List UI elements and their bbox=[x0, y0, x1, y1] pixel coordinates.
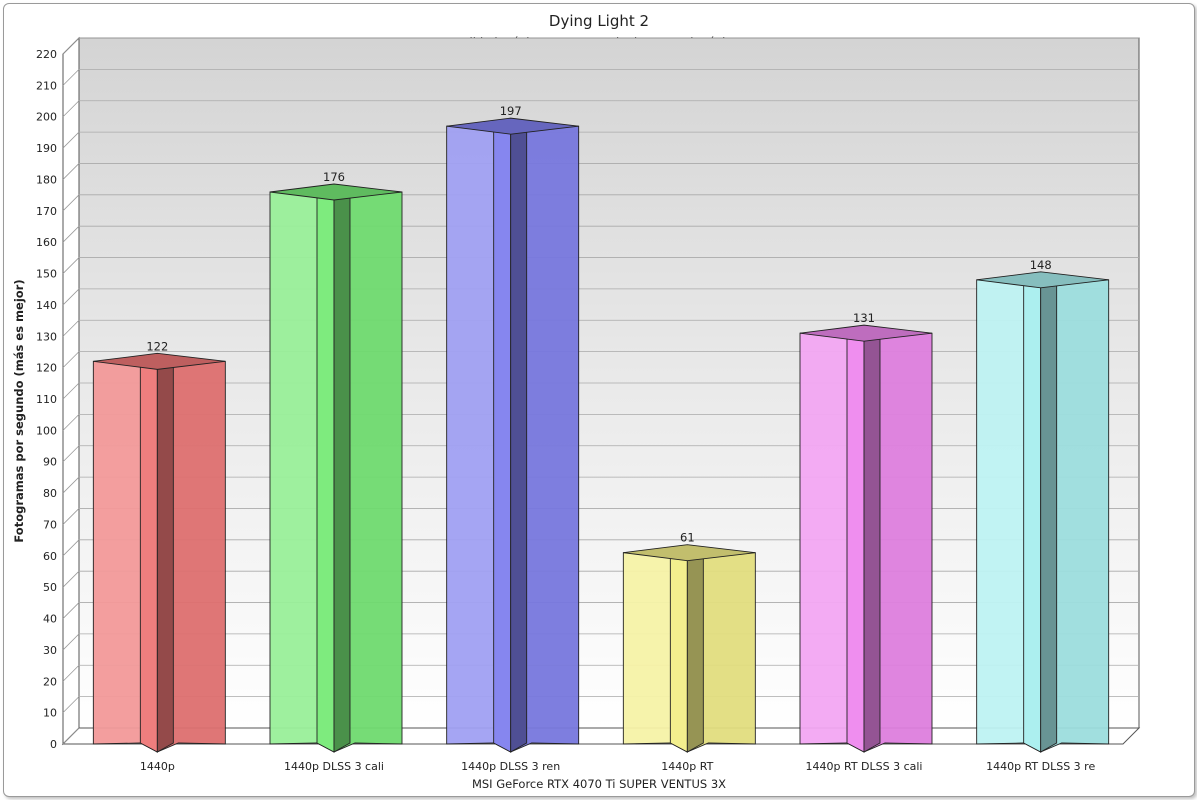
grid-line-side bbox=[62, 100, 80, 118]
x-tick-label: 1440p RT DLSS 3 re bbox=[986, 760, 1095, 773]
y-tick-label: 160 bbox=[36, 236, 57, 249]
y-tick-label: 50 bbox=[43, 581, 57, 594]
bar-top bbox=[93, 352, 226, 370]
bar-value-label: 61 bbox=[680, 531, 695, 545]
bar-top bbox=[799, 324, 933, 342]
grid-line-side bbox=[62, 194, 80, 212]
grid-line-side bbox=[62, 257, 80, 274]
bar bbox=[799, 324, 933, 753]
y-tick-label: 20 bbox=[43, 675, 57, 688]
x-tick-label: 1440p RT bbox=[661, 760, 713, 773]
bar-center-right bbox=[1040, 281, 1058, 753]
grid-line-side bbox=[62, 476, 80, 494]
bar-top bbox=[269, 183, 403, 201]
bar-value-label: 176 bbox=[323, 170, 345, 184]
grid-line-side bbox=[62, 351, 80, 368]
grid-line-side bbox=[62, 445, 80, 463]
bar-top bbox=[446, 117, 579, 135]
grid-line-side bbox=[62, 727, 80, 745]
y-tick-label: 120 bbox=[36, 362, 57, 375]
y-tick-label: 0 bbox=[50, 738, 57, 751]
bar bbox=[446, 117, 580, 753]
bar-center-left bbox=[669, 550, 688, 753]
bar-value-label: 122 bbox=[146, 339, 168, 353]
bar-center-left bbox=[139, 359, 158, 753]
bar-value-label: 148 bbox=[1030, 258, 1052, 272]
bar-center-right bbox=[863, 334, 881, 753]
y-tick-label: 70 bbox=[43, 518, 57, 531]
chart-title: Dying Light 2 bbox=[549, 12, 649, 30]
y-axis-label: Fotogramas por segundo (más es mejor) bbox=[12, 279, 26, 542]
y-tick-label: 40 bbox=[43, 613, 57, 626]
grid-line-side bbox=[62, 414, 80, 431]
x-tick-label: 1440p RT DLSS 3 cali bbox=[806, 760, 923, 773]
plot-area: 0 10 20 30 40 50 60 70 80 90 100 110 120 130 140 150 160… bbox=[36, 36, 1141, 773]
y-tick-label: 110 bbox=[36, 393, 57, 406]
x-tick-label: 1440p bbox=[140, 760, 175, 773]
bar-value-label: 131 bbox=[853, 311, 875, 325]
bar bbox=[92, 352, 226, 753]
chart-frame: Dying Light 2 Calidad máxima, RT= trazad… bbox=[3, 3, 1195, 797]
grid-line-side bbox=[62, 382, 80, 400]
bar-center-right bbox=[156, 362, 174, 753]
grid-line-side bbox=[62, 225, 80, 243]
y-tick-label: 150 bbox=[36, 268, 57, 281]
bar bbox=[976, 271, 1110, 753]
grid-line-side bbox=[62, 69, 80, 86]
x-tick-label: 1440p DLSS 3 ren bbox=[461, 760, 560, 773]
y-tick-label: 80 bbox=[43, 487, 57, 500]
grid-line-side bbox=[62, 602, 80, 619]
bar-value-label: 197 bbox=[500, 104, 522, 118]
x-axis-label: MSI GeForce RTX 4070 Ti SUPER VENTUS 3X bbox=[472, 777, 726, 791]
grid-line-side bbox=[62, 319, 80, 337]
y-tick-label: 210 bbox=[36, 79, 57, 92]
x-tick-label: 1440p DLSS 3 cali bbox=[284, 760, 384, 773]
y-tick-label: 100 bbox=[36, 424, 57, 437]
y-tick-label: 200 bbox=[36, 111, 57, 124]
bar-top bbox=[976, 271, 1109, 289]
bar-center-right bbox=[686, 554, 704, 753]
y-tick-label: 10 bbox=[43, 707, 57, 720]
grid-line-side bbox=[62, 539, 80, 557]
y-tick-label: 130 bbox=[36, 330, 57, 343]
bar-center-left bbox=[846, 331, 865, 753]
grid-line-side bbox=[62, 696, 80, 713]
grid-line-side bbox=[62, 37, 80, 55]
bar bbox=[269, 183, 403, 753]
grid-line-side bbox=[62, 288, 80, 306]
bar-top bbox=[623, 544, 756, 562]
bar-center-right bbox=[510, 127, 528, 753]
bar-center-left bbox=[493, 124, 512, 753]
y-tick-label: 60 bbox=[43, 550, 57, 563]
bar bbox=[622, 544, 756, 753]
grid-line-side bbox=[62, 664, 80, 682]
grid-line-side bbox=[62, 131, 80, 149]
y-tick-label: 170 bbox=[36, 205, 57, 218]
bar-chart: Dying Light 2 Calidad máxima, RT= trazad… bbox=[12, 12, 1141, 791]
bar-center-left bbox=[316, 190, 335, 753]
y-tick-label: 140 bbox=[36, 299, 57, 312]
y-tick-label: 90 bbox=[43, 456, 57, 469]
grid-line-side bbox=[62, 633, 80, 651]
grid-line-side bbox=[62, 163, 80, 180]
bar-center-left bbox=[1023, 278, 1042, 753]
y-tick-label: 30 bbox=[43, 644, 57, 657]
grid-line-side bbox=[62, 570, 80, 588]
y-tick-label: 190 bbox=[36, 142, 57, 155]
y-tick-label: 220 bbox=[36, 48, 57, 61]
grid-line-side bbox=[62, 508, 80, 525]
bar-center-right bbox=[333, 193, 351, 753]
y-tick-label: 180 bbox=[36, 173, 57, 186]
